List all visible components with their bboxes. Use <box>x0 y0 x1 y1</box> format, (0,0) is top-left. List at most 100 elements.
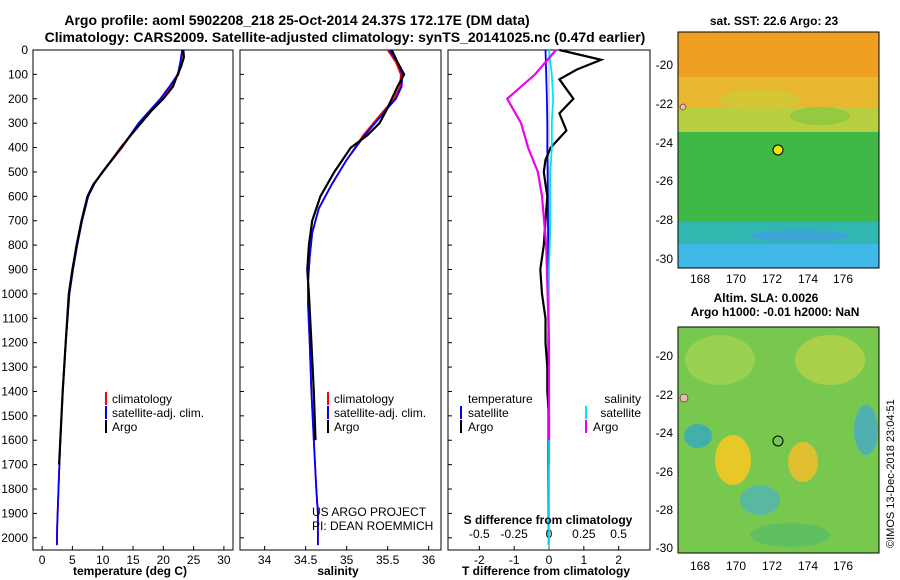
sla-lat-tick: -26 <box>656 465 674 479</box>
sla-island <box>679 393 689 403</box>
sla-map-title-1: Altim. SLA: 0.0026 <box>714 291 819 305</box>
sla-blob-blue-3 <box>854 405 878 455</box>
x-tick-label: 1 <box>580 553 587 567</box>
credit-project: US ARGO PROJECT <box>312 505 427 519</box>
sst-map-frame <box>677 31 880 269</box>
x-tick-label: 20 <box>157 553 171 567</box>
depth-tick-label: 1200 <box>1 336 28 350</box>
temperature-legend: climatology satellite-adj. clim. Argo <box>105 392 204 434</box>
legend-satellite-label: satellite-adj. clim. <box>112 406 204 420</box>
sla-lat-tick: -24 <box>656 426 674 440</box>
sst-lat-tick: -26 <box>656 174 674 188</box>
sst-patch-yellow <box>720 90 800 110</box>
legend-climatology-label: climatology <box>334 392 394 406</box>
sst-lat-tick: -28 <box>656 213 674 227</box>
sla-lon-tick: 170 <box>726 559 746 573</box>
x-tick-label: 35.5 <box>376 553 400 567</box>
map-tick-labels: 168 170 172 174 176 168 170 172 174 176 -20 -22 -24 -… <box>656 58 854 573</box>
sst-lon-tick: 168 <box>690 272 710 286</box>
difference-plot: -2 -1 0 1 2-0.5 -0.25 0 0.25 0.5 <box>469 48 627 567</box>
legend-argo-label: Argo <box>334 420 360 434</box>
legend-salinity-title: salinity <box>604 392 641 406</box>
depth-tick-label: 2000 <box>1 531 28 545</box>
sst-lon-tick: 170 <box>726 272 746 286</box>
depth-tick-label: 1600 <box>1 433 28 447</box>
temperature-axis-label: temperature (deg C) <box>73 564 187 578</box>
depth-axis: 0 100 200 300 400 500 600 700 800 900 1000 1100 1200… <box>1 43 452 545</box>
series-salinity-argo <box>505 49 557 441</box>
depth-tick-label: 900 <box>8 263 28 277</box>
sst-island <box>679 103 687 111</box>
series-satellite-adj-clim- <box>307 49 404 546</box>
sst-lat-tick: -20 <box>656 58 674 72</box>
x-tick-label: 2 <box>615 553 622 567</box>
sla-lon-tick: 168 <box>690 559 710 573</box>
depth-tick-label: 100 <box>8 67 28 81</box>
legend-temp-argo-label: Argo <box>468 420 494 434</box>
depth-tick-label: 200 <box>8 92 28 106</box>
credit-pi: PI: DEAN ROEMMICH <box>312 519 433 533</box>
series-argo <box>58 49 186 465</box>
depth-tick-label: 1500 <box>1 409 28 423</box>
sla-lat-tick: -28 <box>656 503 674 517</box>
sla-blob-green-2 <box>795 335 865 385</box>
x-tick-label: 35 <box>340 553 354 567</box>
sst-patch-green <box>790 107 850 125</box>
legend-sal-argo-label: Argo <box>593 420 619 434</box>
sst-lon-tick: 172 <box>762 272 782 286</box>
salinity-panel-frame <box>239 49 442 551</box>
x-tick-label: 30 <box>217 553 231 567</box>
depth-tick-label: 300 <box>8 116 28 130</box>
temperature-panel-frame <box>32 49 234 551</box>
s-tick-label: -0.5 <box>469 527 490 541</box>
s-difference-title: S difference from climatology <box>464 513 633 527</box>
series-climatology <box>307 49 402 546</box>
depth-tick-label: 600 <box>8 189 28 203</box>
x-tick-label: 0 <box>39 553 46 567</box>
sla-lon-tick: 174 <box>798 559 818 573</box>
x-tick-label: 10 <box>96 553 110 567</box>
s-tick-label: -0.25 <box>500 527 528 541</box>
sla-blob-blue-2 <box>740 485 780 515</box>
salinity-plot: 34 34.5 35 35.5 36 <box>258 49 436 567</box>
legend-temp-satellite-label: satellite <box>468 406 509 420</box>
sla-blob-blue-1 <box>684 424 712 448</box>
sla-blob-yellow-2 <box>788 442 818 482</box>
figure-title-line2: Climatology: CARS2009. Satellite-adjuste… <box>45 29 646 45</box>
sst-lat-tick: -24 <box>656 136 674 150</box>
depth-tick-label: 400 <box>8 141 28 155</box>
salinity-legend: climatology satellite-adj. clim. Argo US… <box>312 392 433 533</box>
x-tick-label: 34 <box>258 553 272 567</box>
series-climatology <box>56 49 184 546</box>
depth-tick-label: 800 <box>8 238 28 252</box>
figure-title-line1: Argo profile: aoml 5902208_218 25-Oct-20… <box>64 12 529 28</box>
s-tick-label: 0.5 <box>610 527 627 541</box>
legend-climatology-label: climatology <box>112 392 172 406</box>
x-tick-label: 0 <box>546 553 553 567</box>
depth-tick-label: 1800 <box>1 482 28 496</box>
difference-legend: temperature satellite Argo salinity sate… <box>460 392 641 527</box>
sla-lat-tick: -22 <box>656 388 674 402</box>
series-temperature-argo <box>539 48 605 465</box>
x-tick-label: -2 <box>474 553 485 567</box>
legend-temperature-title: temperature <box>468 392 533 406</box>
depth-tick-label: 1700 <box>1 458 28 472</box>
sla-lat-tick: -30 <box>656 541 674 555</box>
legend-sal-satellite-label: satellite <box>600 406 641 420</box>
sst-lat-tick: -30 <box>656 252 674 266</box>
sla-map <box>677 326 880 554</box>
x-tick-label: -1 <box>509 553 520 567</box>
s-tick-label: 0.25 <box>572 527 596 541</box>
salinity-axis-label: salinity <box>317 564 359 578</box>
series-satellite-adj-clim- <box>56 49 183 546</box>
series-salinity-satellite <box>548 49 555 546</box>
depth-tick-label: 1400 <box>1 384 28 398</box>
sla-lon-tick: 172 <box>762 559 782 573</box>
imos-timestamp: ©IMOS 13-Dec-2018 23:04:51 <box>885 399 897 548</box>
depth-tick-label: 1900 <box>1 506 28 520</box>
sla-blob-green-1 <box>685 335 755 385</box>
sla-blob-green-3 <box>750 523 830 547</box>
sst-lon-tick: 174 <box>798 272 818 286</box>
sst-band-yellow <box>678 107 879 132</box>
